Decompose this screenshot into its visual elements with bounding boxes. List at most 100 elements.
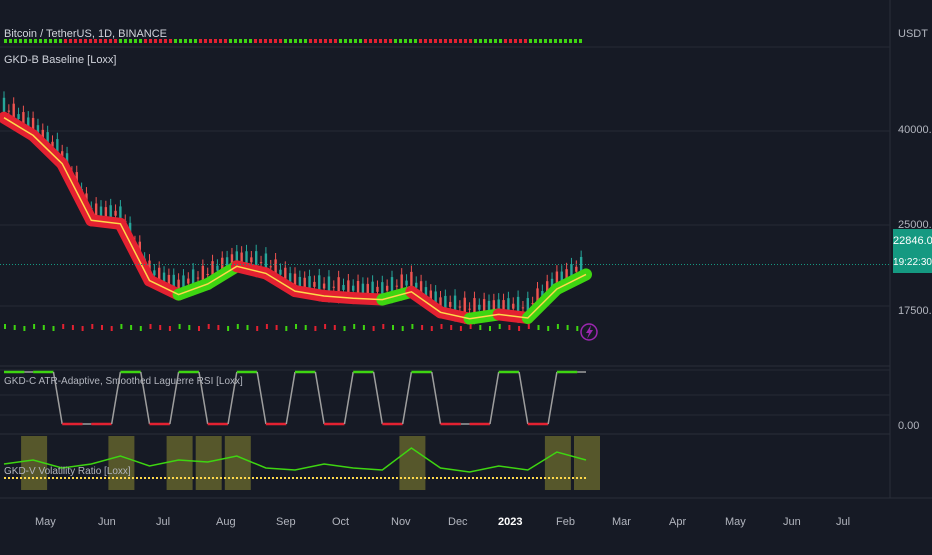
signal-marker	[295, 324, 297, 329]
trend-state-tick	[244, 39, 247, 43]
trend-state-tick	[34, 39, 37, 43]
candle-body	[293, 273, 297, 289]
trend-state-tick	[419, 39, 422, 43]
trend-state-tick	[289, 39, 292, 43]
rsi-transition	[169, 371, 180, 425]
trend-state-tick	[394, 39, 397, 43]
candle-body	[458, 306, 462, 308]
trend-state-tick	[69, 39, 72, 43]
trend-state-tick	[189, 39, 192, 43]
time-axis-label: 2023	[498, 516, 523, 528]
candle-body	[119, 206, 122, 222]
trend-state-tick	[94, 39, 97, 43]
candle-body	[449, 301, 452, 307]
candle-body	[492, 300, 496, 311]
rsi-transition	[198, 371, 209, 425]
candle-body	[46, 132, 49, 147]
signal-marker	[489, 326, 491, 331]
trend-state-tick	[174, 39, 177, 43]
candle-body	[468, 308, 471, 310]
trend-state-tick	[104, 39, 107, 43]
signal-marker	[498, 324, 501, 329]
candle-body	[114, 210, 117, 216]
trend-state-tick	[509, 39, 512, 43]
time-axis-label: Feb	[556, 516, 575, 528]
trend-state-tick	[19, 39, 22, 43]
trend-state-tick	[564, 39, 567, 43]
signal-marker	[527, 324, 530, 329]
rsi-transition	[372, 371, 384, 425]
trend-state-tick	[4, 39, 7, 43]
candle-body	[575, 266, 578, 272]
candle-body	[221, 257, 224, 273]
trend-state-tick	[389, 39, 392, 43]
trend-state-tick	[209, 39, 212, 43]
volatility-highlight	[195, 436, 222, 490]
candle-body	[187, 278, 190, 284]
trend-state-tick	[569, 39, 572, 43]
candle-body	[51, 141, 54, 147]
candle-body	[497, 299, 500, 310]
lightning-icon-bolt	[586, 325, 593, 339]
trend-state-tick	[559, 39, 562, 43]
candle-body	[400, 274, 403, 295]
signal-marker	[168, 326, 171, 331]
trend-state-tick	[529, 39, 532, 43]
trend-state-tick	[309, 39, 312, 43]
candle-body	[410, 271, 413, 292]
candle-body	[56, 139, 59, 159]
last-price-tag: 22846.01	[893, 229, 932, 253]
trend-state-tick	[134, 39, 137, 43]
indicator-volatility-label[interactable]: GKD-V Volatility Ratio [Loxx]	[4, 466, 131, 477]
trend-state-tick	[249, 39, 252, 43]
signal-marker	[71, 325, 74, 330]
trend-state-tick	[354, 39, 357, 43]
trend-state-tick	[264, 39, 267, 43]
candle-body	[327, 276, 331, 297]
candle-body	[264, 253, 268, 274]
indicator-rsi-label[interactable]: GKD-C ATR-Adaptive, Smoothed Laguerre RS…	[4, 376, 243, 387]
candle-body	[322, 283, 326, 289]
candle-body	[7, 110, 11, 112]
candle-body	[546, 281, 549, 297]
candle-body	[478, 304, 481, 310]
candle-body	[512, 303, 515, 309]
trend-state-tick	[284, 39, 287, 43]
signal-marker	[23, 326, 26, 331]
price-tick-label: 0.00	[898, 420, 920, 432]
signal-marker	[81, 326, 84, 331]
signal-marker	[411, 324, 414, 329]
trend-state-tick	[454, 39, 457, 43]
time-axis-label: Jun	[783, 516, 801, 528]
volatility-highlight	[574, 436, 600, 490]
trend-state-tick	[504, 39, 507, 43]
candle-body	[318, 275, 321, 296]
candle-body	[99, 206, 103, 217]
trend-state-tick	[274, 39, 277, 43]
indicator-baseline-label[interactable]: GKD-B Baseline [Loxx]	[4, 54, 117, 66]
time-axis-label: Jul	[156, 516, 171, 528]
price-tick-label: 40000.00	[898, 124, 932, 136]
trend-state-tick	[459, 39, 462, 43]
rsi-transition	[52, 371, 63, 425]
signal-marker	[110, 326, 113, 331]
signal-marker	[62, 324, 65, 329]
candle-body	[206, 274, 209, 275]
candle-body	[235, 251, 238, 262]
candle-body	[36, 125, 40, 136]
signal-marker	[469, 324, 472, 329]
currency-label[interactable]: USDT	[898, 28, 928, 40]
candle-body	[536, 288, 539, 309]
rsi-transition	[547, 371, 558, 425]
candle-body	[376, 286, 379, 292]
candle-body	[313, 281, 316, 287]
trend-state-tick	[489, 39, 492, 43]
symbol-title[interactable]: Bitcoin / TetherUS, 1D, BINANCE	[4, 28, 168, 40]
candle-body	[12, 103, 15, 124]
candle-body	[424, 287, 428, 297]
trend-state-tick	[464, 39, 467, 43]
signal-marker	[324, 324, 327, 329]
candle-body	[570, 264, 573, 280]
trend-state-tick	[434, 39, 437, 43]
